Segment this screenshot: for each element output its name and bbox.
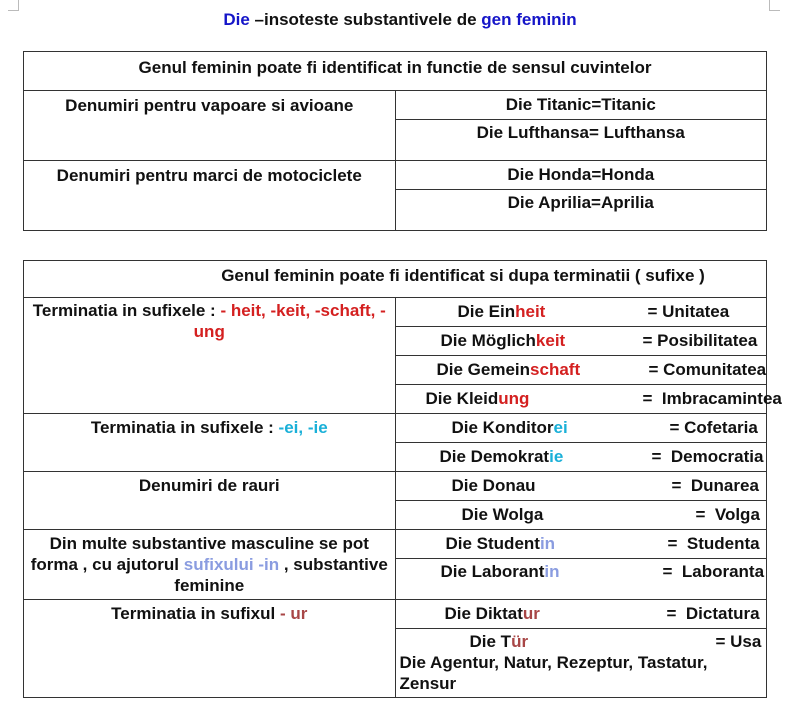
category-motorcycles: Denumiri pentru marci de motociclete <box>23 160 396 231</box>
suffix-highlight: -ei, -ie <box>278 418 328 437</box>
example-stem: Die Student <box>445 534 540 553</box>
example-stem: Die Diktat <box>444 604 523 623</box>
suffix-highlight: - heit, -keit, -schaft, -ung <box>193 301 386 341</box>
example-translation: = Comunitatea <box>648 360 767 379</box>
example-translation: = Dictatura <box>666 604 760 623</box>
example-row: Die Möglichkeit = Posibilitatea <box>394 326 767 356</box>
example-row: Die Diktatur = Dictatura <box>394 599 767 629</box>
page-corner-mark-right <box>769 0 780 11</box>
meaning-table: Genul feminin poate fi identificat in fu… <box>23 51 767 231</box>
category-masculine-to-feminine: Din multe substantive masculine se pot f… <box>23 529 396 600</box>
suffix-highlight: - ur <box>279 604 308 623</box>
label-end: , substantive feminine <box>174 555 388 595</box>
example-stem: Die Kleid <box>425 389 499 408</box>
category-ships-planes: Denumiri pentru vapoare si avioane <box>23 90 396 161</box>
category-ur: Terminatia in sufixul - ur <box>23 599 396 698</box>
example-ending: heit <box>515 302 546 321</box>
suffix-table-header: Genul feminin poate fi identificat si du… <box>23 260 767 298</box>
page-title: Die –insoteste substantivele de gen femi… <box>0 10 800 30</box>
example-translation: = Dunarea <box>671 476 759 495</box>
example-ending: ur <box>522 604 540 623</box>
example-row: Die Einheit = Unitatea <box>394 297 767 327</box>
category-ei-ie: Terminatia in sufixele : -ei, -ie <box>23 413 396 472</box>
example-row: Die Wolga = Volga <box>394 500 767 530</box>
title-die: Die <box>223 10 250 29</box>
example-row: Die Kleidung = Imbracamintea <box>394 384 782 414</box>
label-prefix: Terminatia in sufixele : <box>32 301 221 320</box>
example-cell: Die Lufthansa= Lufthansa <box>394 119 767 161</box>
example-row: Die Studentin = Studenta <box>394 529 767 559</box>
example-cell: Die Titanic=Titanic <box>394 90 767 120</box>
example-translation: = Laboranta <box>662 562 765 581</box>
example-row: Die Gemeinschaft = Comunitatea <box>394 355 767 385</box>
label-prefix: Terminatia in sufixele : <box>90 418 279 437</box>
example-stem: Die Wolga <box>461 505 544 524</box>
example-stem: Die T <box>469 632 512 651</box>
example-stem: Die Demokrat <box>439 447 550 466</box>
example-stem: Die Donau <box>451 476 536 495</box>
example-cell: Die Aprilia=Aprilia <box>394 189 767 231</box>
example-translation: = Studenta <box>667 534 760 553</box>
example-row: Die Donau = Dunarea <box>394 471 767 501</box>
suffix-table: Genul feminin poate fi identificat si du… <box>23 260 782 698</box>
example-row: Die Konditorei = Cofetaria <box>394 413 767 443</box>
example-ending: ür <box>511 632 529 651</box>
example-row-with-list: Die Tür = Usa Die Agentur, Natur, Rezeptu… <box>394 628 767 698</box>
example-translation: = Usa <box>715 632 762 651</box>
example-stem: Die Konditor <box>451 418 554 437</box>
title-highlight: gen feminin <box>481 10 577 29</box>
example-ending: ei <box>553 418 568 437</box>
meaning-table-header: Genul feminin poate fi identificat in fu… <box>23 51 767 91</box>
category-rivers: Denumiri de rauri <box>23 471 396 530</box>
example-translation: = Volga <box>695 505 760 524</box>
category-heit-keit: Terminatia in sufixele : - heit, -keit, … <box>23 297 396 414</box>
example-cell: Die Honda=Honda <box>394 160 767 190</box>
example-stem: Die Gemein <box>436 360 531 379</box>
example-stem: Die Ein <box>457 302 516 321</box>
example-row: Die Laborantin = Laboranta <box>394 558 767 600</box>
title-middle: –insoteste substantivele de <box>249 10 482 29</box>
example-translation: = Democratia <box>651 447 764 466</box>
example-translation: = Cofetaria <box>669 418 758 437</box>
example-stem: Die Laborant <box>440 562 545 581</box>
example-row: Die Demokratie = Democratia <box>394 442 767 472</box>
example-ending: in <box>539 534 556 553</box>
extra-examples: Die Agentur, Natur, Rezeptur, Tastatur, … <box>399 653 708 693</box>
label-prefix: Din multe substantive masculine se pot f… <box>30 534 369 574</box>
example-translation: = Posibilitatea <box>642 331 758 350</box>
label-prefix: Terminatia in sufixul <box>111 604 280 623</box>
example-ending: in <box>544 562 560 581</box>
example-translation: = Imbracamintea <box>642 389 782 408</box>
suffix-highlight: sufixului -in <box>183 555 280 574</box>
example-translation: = Unitatea <box>647 302 730 321</box>
example-ending: keit <box>535 331 566 350</box>
page-corner-mark-left <box>8 0 19 11</box>
example-ending: ie <box>549 447 564 466</box>
example-ending: schaft <box>530 360 581 379</box>
example-ending: ung <box>498 389 530 408</box>
example-stem: Die Möglich <box>440 331 536 350</box>
